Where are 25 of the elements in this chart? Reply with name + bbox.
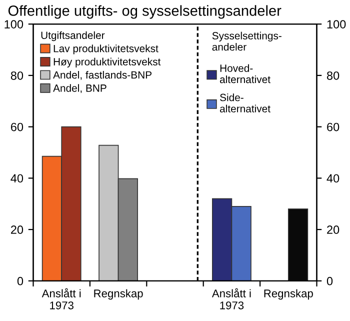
legend-label: Andel, fastlands-BNP: [53, 70, 152, 80]
x-tick-label: Anslått i 1973: [212, 288, 251, 310]
y2-tick-label: 20: [327, 226, 340, 234]
y2-tick-label: 100: [327, 20, 346, 28]
chart-title: Offentlige utgifts- og sysselsettingsandeler: [8, 5, 282, 19]
legend-label: Høy produktivitetsvekst: [54, 58, 161, 68]
y-tick-label: 80: [10, 71, 24, 80]
legend-label: Andel, BNP: [53, 84, 106, 94]
y-tick-label: 0: [17, 276, 24, 286]
legend-label: Side- alternativet: [220, 94, 270, 112]
y-tick-label: 40: [10, 174, 24, 183]
annotation: Sysselsettings- andeler: [212, 32, 282, 51]
x-tick-label: Regnskap: [264, 289, 313, 300]
x-tick-label: Anslått i 1973: [42, 288, 81, 310]
legend-title: Utgiftsandeler: [41, 31, 105, 42]
legend-label: Hoved- alternativet: [220, 64, 270, 84]
y2-tick-label: 60: [327, 122, 340, 132]
legend-label: Lav produktivitetsvekst: [54, 44, 158, 54]
y-tick-label: 60: [10, 122, 24, 132]
y2-tick-label: 40: [326, 174, 340, 183]
y2-tick-label: 80: [326, 71, 340, 80]
y-tick-label: 20: [10, 226, 24, 234]
x-tick-label: Regnskap: [94, 289, 143, 300]
y-tick-label: 100: [4, 20, 24, 28]
y2-tick-label: 0: [326, 276, 333, 286]
